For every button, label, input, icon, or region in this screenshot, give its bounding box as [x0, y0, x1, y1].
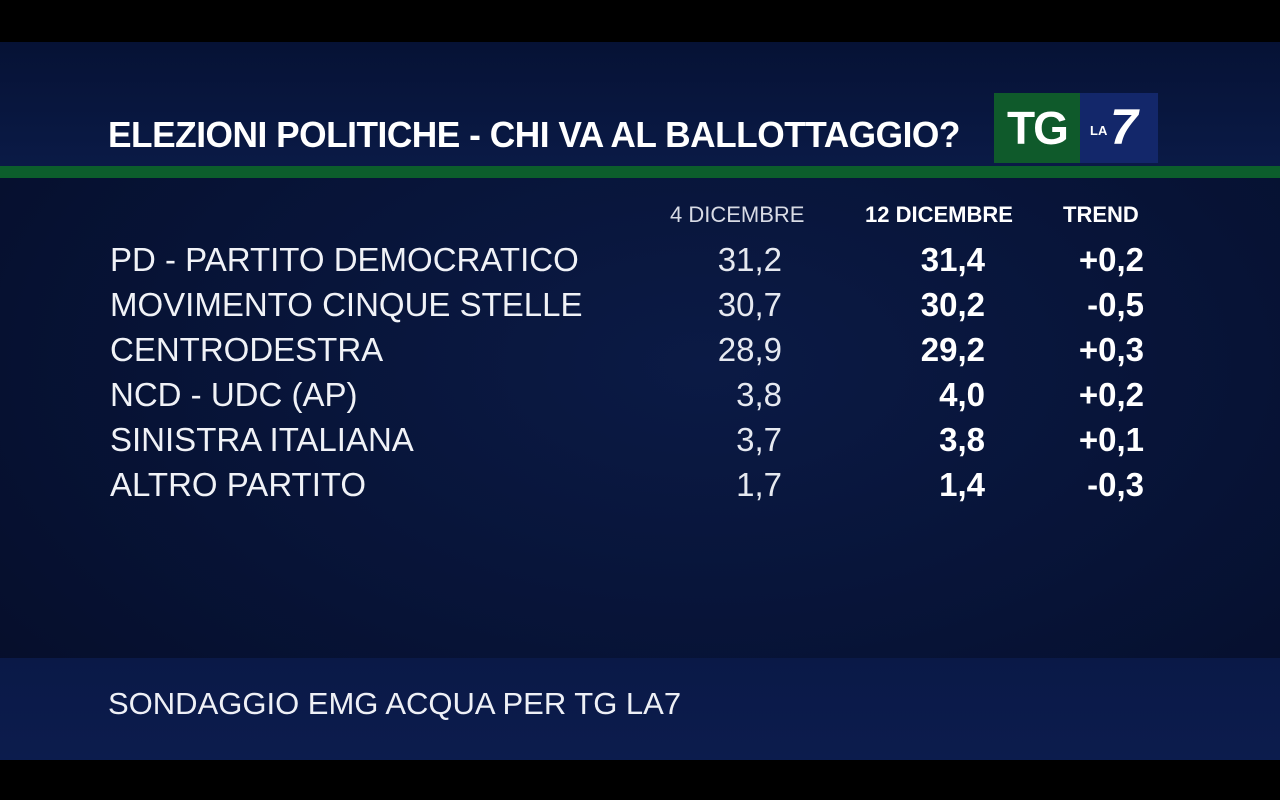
- trend-value: +0,1: [1078, 421, 1144, 458]
- value-12-dicembre: 4,0: [939, 376, 985, 413]
- letterbox-bottom: [0, 760, 1280, 800]
- table-row: MOVIMENTO CINQUE STELLE 30,7 30,2 -0,5: [0, 285, 1280, 330]
- party-name: PD - PARTITO DEMOCRATICO: [110, 241, 579, 278]
- value-4-dicembre: 30,7: [717, 286, 782, 323]
- la7-logo-seven: 7: [1110, 99, 1138, 155]
- table-row: SINISTRA ITALIANA 3,7 3,8 +0,1: [0, 420, 1280, 465]
- value-12-dicembre: 3,8: [939, 421, 985, 458]
- la7-logo-la: LA: [1090, 123, 1108, 138]
- tg-logo-text: TG: [1007, 102, 1069, 154]
- table-row: NCD - UDC (AP) 3,8 4,0 +0,2: [0, 375, 1280, 420]
- trend-value: +0,2: [1078, 376, 1144, 413]
- la7-logo: LA 7: [1080, 93, 1158, 163]
- value-4-dicembre: 3,7: [736, 421, 782, 458]
- tg-logo: TG: [994, 93, 1080, 163]
- column-header-trend: TREND: [1063, 202, 1139, 227]
- value-4-dicembre: 31,2: [717, 241, 782, 278]
- party-name: MOVIMENTO CINQUE STELLE: [110, 286, 583, 323]
- chart-title: ELEZIONI POLITICHE - CHI VA AL BALLOTTAG…: [108, 114, 960, 155]
- table-row: ALTRO PARTITO 1,7 1,4 -0,3: [0, 465, 1280, 510]
- value-12-dicembre: 31,4: [920, 241, 985, 278]
- value-4-dicembre: 1,7: [736, 466, 782, 503]
- party-name: SINISTRA ITALIANA: [110, 421, 414, 458]
- table-row: PD - PARTITO DEMOCRATICO 31,2 31,4 +0,2: [0, 240, 1280, 285]
- column-header-4-dicembre: 4 DICEMBRE: [670, 202, 805, 227]
- party-name: CENTRODESTRA: [110, 331, 384, 368]
- table-row: CENTRODESTRA 28,9 29,2 +0,3: [0, 330, 1280, 375]
- value-12-dicembre: 29,2: [920, 331, 985, 368]
- party-name: NCD - UDC (AP): [110, 376, 358, 413]
- value-12-dicembre: 30,2: [920, 286, 985, 323]
- trend-value: -0,5: [1087, 286, 1144, 323]
- column-header-12-dicembre: 12 DICEMBRE: [865, 202, 1013, 227]
- letterbox-top: [0, 0, 1280, 42]
- trend-value: +0,3: [1078, 331, 1144, 368]
- value-12-dicembre: 1,4: [939, 466, 985, 503]
- value-4-dicembre: 28,9: [717, 331, 782, 368]
- party-name: ALTRO PARTITO: [110, 466, 367, 503]
- trend-value: +0,2: [1078, 241, 1144, 278]
- value-4-dicembre: 3,8: [736, 376, 782, 413]
- footer-band: [0, 658, 1280, 760]
- trend-value: -0,3: [1087, 466, 1144, 503]
- source-caption: SONDAGGIO EMG ACQUA PER TG LA7: [108, 686, 682, 721]
- poll-graphic: ELEZIONI POLITICHE - CHI VA AL BALLOTTAG…: [0, 42, 1280, 760]
- accent-divider: [0, 166, 1280, 178]
